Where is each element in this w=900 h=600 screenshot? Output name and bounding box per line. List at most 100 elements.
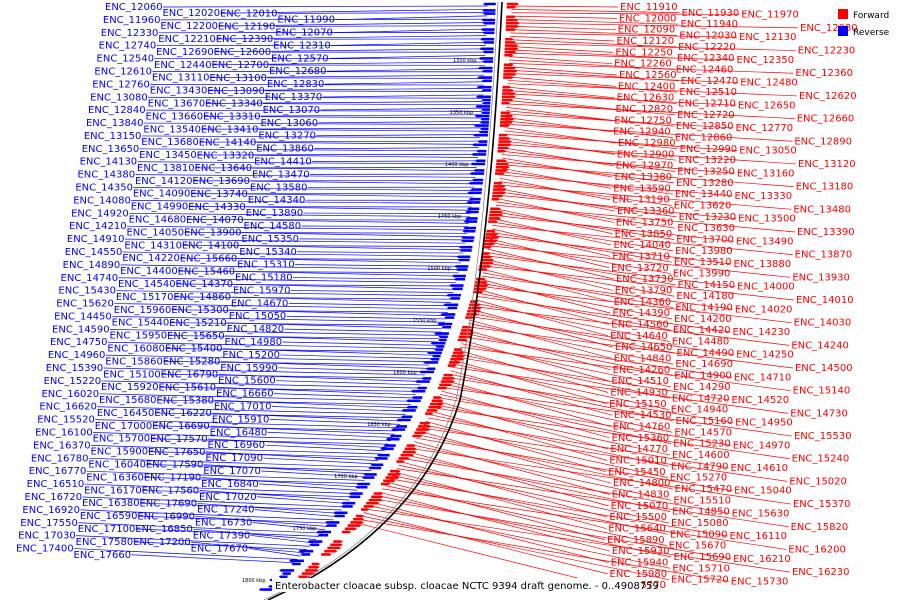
- forward-gene-label[interactable]: ENC_13380: [614, 172, 672, 183]
- forward-gene-label[interactable]: ENC_13180: [796, 182, 854, 193]
- reverse-gene-label[interactable]: ENC_12440: [154, 60, 212, 71]
- reverse-gene-label[interactable]: ENC_16040: [88, 460, 146, 471]
- reverse-gene-label[interactable]: ENC_11960: [103, 15, 161, 26]
- reverse-gene-label[interactable]: ENC_13060: [260, 118, 318, 129]
- reverse-gene-label[interactable]: ENC_16920: [22, 505, 80, 516]
- reverse-gene-label[interactable]: ENC_14380: [77, 170, 135, 181]
- forward-gene-label[interactable]: ENC_13880: [734, 259, 792, 270]
- reverse-gene-label[interactable]: ENC_13470: [252, 169, 310, 180]
- forward-gene-label[interactable]: ENC_14230: [732, 327, 790, 338]
- reverse-gene-label[interactable]: ENC_17190: [144, 473, 202, 484]
- forward-gene-label[interactable]: ENC_12470: [681, 76, 739, 87]
- forward-gene-label[interactable]: ENC_15080: [671, 518, 729, 529]
- forward-gene-label[interactable]: ENC_13630: [677, 223, 735, 234]
- reverse-gene-label[interactable]: ENC_15990: [220, 363, 278, 374]
- reverse-gene-label[interactable]: ENC_13640: [195, 163, 253, 174]
- forward-gene-label[interactable]: ENC_12510: [679, 87, 737, 98]
- reverse-gene-label[interactable]: ENC_15300: [171, 305, 229, 316]
- reverse-gene-label[interactable]: ENC_13100: [209, 73, 267, 84]
- forward-gene-label[interactable]: ENC_12250: [615, 47, 673, 58]
- reverse-gene-label[interactable]: ENC_16660: [216, 389, 274, 400]
- reverse-gene-label[interactable]: ENC_12010: [220, 8, 278, 19]
- forward-gene-label[interactable]: ENC_15270: [670, 473, 728, 484]
- reverse-gene-label[interactable]: ENC_15520: [37, 415, 95, 426]
- reverse-gene-label[interactable]: ENC_15680: [99, 395, 157, 406]
- forward-gene-label[interactable]: ENC_15890: [607, 535, 665, 546]
- forward-gene-label[interactable]: ENC_14030: [794, 318, 852, 329]
- forward-gene-label[interactable]: ENC_13220: [678, 155, 736, 166]
- forward-gene-label[interactable]: ENC_14360: [614, 297, 672, 308]
- forward-gene-label[interactable]: ENC_12750: [614, 115, 672, 126]
- reverse-gene-label[interactable]: ENC_17670: [191, 543, 249, 554]
- forward-gene-label[interactable]: ENC_12890: [794, 136, 852, 147]
- forward-gene-label[interactable]: ENC_13230: [679, 212, 737, 223]
- forward-gene-label[interactable]: ENC_14240: [791, 340, 849, 351]
- reverse-gene-label[interactable]: ENC_13660: [146, 111, 204, 122]
- reverse-gene-label[interactable]: ENC_13580: [250, 182, 308, 193]
- forward-gene-label[interactable]: ENC_13480: [793, 204, 851, 215]
- forward-gene-label[interactable]: ENC_13440: [675, 189, 733, 200]
- reverse-gene-label[interactable]: ENC_14590: [52, 324, 110, 335]
- forward-gene-label[interactable]: ENC_15010: [609, 456, 667, 467]
- forward-gene-label[interactable]: ENC_12340: [677, 53, 735, 64]
- reverse-gene-label[interactable]: ENC_12210: [158, 34, 216, 45]
- forward-gene-label[interactable]: ENC_13720: [611, 263, 669, 274]
- forward-gene-label[interactable]: ENC_15510: [673, 495, 731, 506]
- forward-gene-label[interactable]: ENC_12970: [616, 161, 674, 172]
- reverse-gene-label[interactable]: ENC_15280: [163, 357, 221, 368]
- forward-gene-label[interactable]: ENC_15500: [609, 512, 667, 523]
- reverse-gene-label[interactable]: ENC_17240: [197, 505, 255, 516]
- forward-gene-label[interactable]: ENC_15980: [610, 569, 668, 580]
- reverse-gene-label[interactable]: ENC_14580: [244, 221, 302, 232]
- forward-gene-label[interactable]: ENC_13280: [676, 178, 734, 189]
- reverse-gene-label[interactable]: ENC_15910: [212, 414, 270, 425]
- reverse-gene-label[interactable]: ENC_14100: [182, 241, 240, 252]
- forward-gene-label[interactable]: ENC_15730: [731, 576, 789, 587]
- reverse-gene-label[interactable]: ENC_15960: [114, 305, 172, 316]
- reverse-gene-label[interactable]: ENC_12830: [267, 79, 325, 90]
- reverse-gene-label[interactable]: ENC_16020: [41, 389, 99, 400]
- forward-gene-label[interactable]: ENC_11910: [620, 2, 678, 13]
- reverse-gene-label[interactable]: ENC_16780: [31, 453, 89, 464]
- forward-gene-label[interactable]: ENC_14260: [613, 365, 671, 376]
- reverse-gene-label[interactable]: ENC_16620: [39, 402, 97, 413]
- forward-gene-label[interactable]: ENC_14420: [673, 325, 731, 336]
- forward-gene-label[interactable]: ENC_14480: [672, 337, 730, 348]
- reverse-gene-label[interactable]: ENC_16450: [97, 408, 155, 419]
- reverse-gene-label[interactable]: ENC_15970: [233, 285, 291, 296]
- forward-gene-label[interactable]: ENC_13050: [739, 146, 797, 157]
- reverse-gene-label[interactable]: ENC_16990: [137, 511, 195, 522]
- reverse-gene-label[interactable]: ENC_14670: [231, 298, 289, 309]
- reverse-gene-label[interactable]: ENC_15660: [180, 253, 238, 264]
- reverse-gene-label[interactable]: ENC_12390: [216, 34, 274, 45]
- reverse-gene-label[interactable]: ENC_17000: [95, 421, 153, 432]
- forward-gene-label[interactable]: ENC_15230: [673, 439, 731, 450]
- forward-gene-label[interactable]: ENC_13250: [677, 167, 735, 178]
- forward-gene-label[interactable]: ENC_14940: [671, 405, 729, 416]
- forward-gene-label[interactable]: ENC_12900: [617, 149, 675, 160]
- forward-gene-label[interactable]: ENC_12630: [617, 93, 675, 104]
- reverse-gene-label[interactable]: ENC_14050: [126, 227, 184, 238]
- reverse-gene-label[interactable]: ENC_13320: [197, 150, 255, 161]
- forward-gene-label[interactable]: ENC_12860: [675, 132, 733, 143]
- reverse-gene-label[interactable]: ENC_13450: [139, 150, 197, 161]
- reverse-gene-label[interactable]: ENC_16480: [210, 427, 268, 438]
- reverse-gene-label[interactable]: ENC_14540: [118, 279, 176, 290]
- forward-gene-label[interactable]: ENC_14720: [672, 393, 730, 404]
- reverse-gene-label[interactable]: ENC_13540: [143, 124, 201, 135]
- reverse-gene-label[interactable]: ENC_14070: [186, 215, 244, 226]
- forward-gene-label[interactable]: ENC_15720: [671, 575, 729, 586]
- reverse-gene-label[interactable]: ENC_13740: [190, 189, 248, 200]
- reverse-gene-label[interactable]: ENC_16790: [161, 369, 219, 380]
- reverse-gene-label[interactable]: ENC_15380: [156, 395, 214, 406]
- reverse-gene-label[interactable]: ENC_13410: [201, 124, 259, 135]
- reverse-gene-label[interactable]: ENC_13840: [86, 118, 144, 129]
- reverse-gene-label[interactable]: ENC_16770: [29, 466, 87, 477]
- reverse-gene-label[interactable]: ENC_15700: [93, 434, 151, 445]
- forward-gene-label[interactable]: ENC_14710: [734, 372, 792, 383]
- forward-gene-label[interactable]: ENC_13190: [612, 195, 670, 206]
- forward-gene-label[interactable]: ENC_14640: [610, 331, 668, 342]
- reverse-gene-label[interactable]: ENC_16360: [86, 472, 144, 483]
- reverse-gene-label[interactable]: ENC_13430: [150, 86, 208, 97]
- reverse-gene-label[interactable]: ENC_17010: [214, 401, 272, 412]
